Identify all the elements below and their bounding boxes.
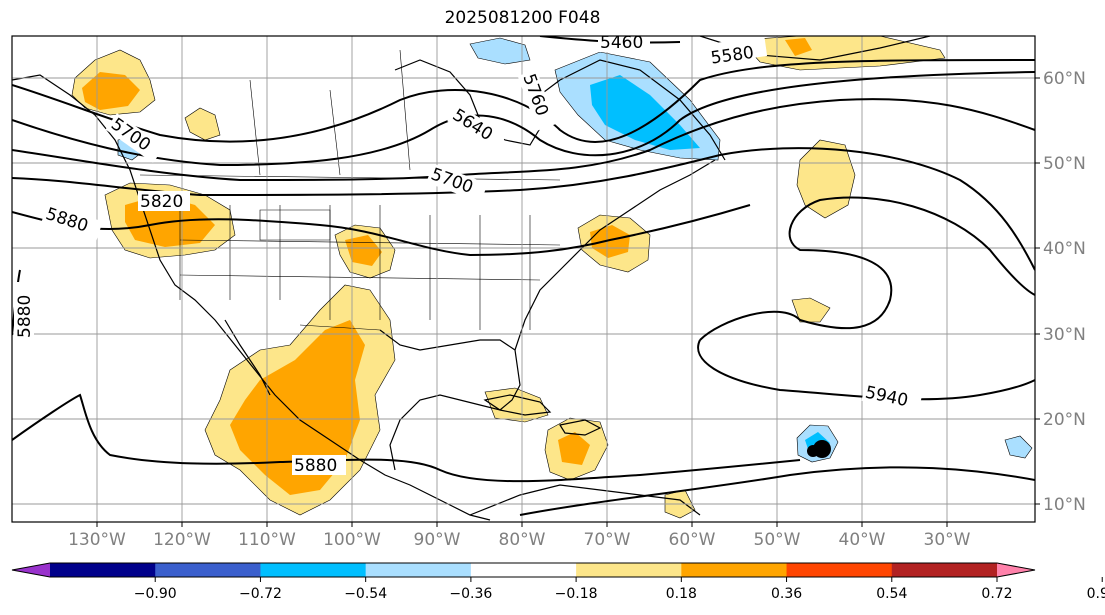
colorbar-tick-label: 0.36	[771, 586, 802, 602]
contour-line	[12, 204, 751, 257]
lon-label: 100°W	[323, 530, 381, 550]
north-america-coast	[12, 74, 491, 521]
negative-anomaly-area	[469, 37, 531, 65]
colorbar-segment	[50, 563, 156, 577]
positive-anomaly-core	[82, 72, 140, 110]
colorbar-ticks: −0.90 −0.72 −0.54 −0.36 −0.18 0.18 0.36 0.54 0.7…	[134, 577, 1105, 602]
political-borders	[139, 49, 561, 331]
colorbar-segment	[155, 563, 261, 577]
colorbar-segment	[260, 563, 367, 577]
positive-anomaly-core	[590, 225, 630, 258]
lat-label: 60°N	[1043, 69, 1086, 89]
gulf-coast	[379, 329, 521, 471]
lon-label: 110°W	[238, 530, 296, 550]
colorbar-tick-label: 0.72	[981, 586, 1012, 602]
map-title: 2025081200 F048	[444, 8, 601, 28]
colorbar-tick-label: −0.54	[344, 586, 387, 602]
storm-center-marker	[807, 445, 819, 457]
map-frame	[11, 35, 1036, 523]
contour-label: 5880	[294, 456, 337, 476]
baja	[224, 319, 271, 396]
contour-line	[699, 196, 1035, 341]
lat-label: 30°N	[1043, 325, 1086, 345]
axis-ticks	[96, 77, 1040, 527]
positive-anomaly-core	[558, 432, 590, 465]
contour-line	[12, 98, 1035, 182]
colorbar-tick-label: −0.90	[134, 586, 177, 602]
lon-label: 30°W	[924, 530, 971, 550]
longitude-labels: 130°W 120°W 110°W 100°W 90°W 80°W 70°W 6…	[68, 530, 971, 550]
labrador-coast	[559, 59, 726, 161]
contour-line	[519, 466, 1035, 516]
lon-label: 50°W	[754, 530, 801, 550]
east-coast	[514, 159, 716, 351]
positive-anomaly-core	[230, 320, 365, 495]
colorbar-segment	[681, 563, 788, 577]
cuba	[483, 394, 552, 416]
negative-anomaly-core	[590, 75, 700, 150]
colorbar-extend-low	[12, 563, 50, 577]
colorbar-segment	[891, 563, 998, 577]
negative-anomaly-area	[1004, 435, 1033, 459]
lat-label: 20°N	[1043, 410, 1086, 430]
colorbar-segment	[365, 563, 472, 577]
lon-label: 90°W	[414, 530, 461, 550]
contour-line	[12, 59, 1035, 143]
graticule	[12, 36, 1035, 522]
lat-label: 10°N	[1043, 495, 1086, 515]
hispaniola	[559, 419, 602, 436]
colorbar	[11, 562, 1036, 578]
lon-label: 40°W	[839, 530, 886, 550]
colorbar-tick-label: 0.54	[876, 586, 907, 602]
colorbar-segment	[786, 563, 893, 577]
colorbar-outline	[11, 562, 1036, 578]
colorbar-tick-label: 0.90	[1087, 586, 1105, 602]
contour-label: 5880	[15, 295, 35, 338]
map-area: 5460 5580 5640 5700 5700 5760 5820 5880 …	[12, 33, 1035, 522]
colorbar-tick-label: −0.18	[555, 586, 598, 602]
colorbar-segment	[470, 563, 577, 577]
contour-line	[12, 71, 1035, 167]
lon-label: 60°W	[669, 530, 716, 550]
lon-label: 70°W	[584, 530, 631, 550]
lat-label: 50°N	[1043, 154, 1086, 174]
colorbar-tick-label: −0.36	[449, 586, 492, 602]
lon-label: 80°W	[499, 530, 546, 550]
lat-label: 40°N	[1043, 239, 1086, 259]
contour-label: 5460	[600, 33, 643, 53]
colorbar-segment	[576, 563, 682, 577]
latitude-labels: 60°N 50°N 40°N 30°N 20°N 10°N	[1043, 69, 1086, 515]
positive-anomaly-core	[785, 38, 812, 56]
positive-anomaly-area	[184, 107, 221, 141]
south-america-coast	[469, 484, 701, 516]
colorbar-tick-label: 0.18	[666, 586, 697, 602]
lon-label: 120°W	[153, 530, 211, 550]
colorbar-tick-label: −0.72	[239, 586, 282, 602]
lon-label: 130°W	[68, 530, 126, 550]
colorbar-extend-high	[997, 563, 1035, 577]
contour-label: 5820	[140, 192, 183, 212]
